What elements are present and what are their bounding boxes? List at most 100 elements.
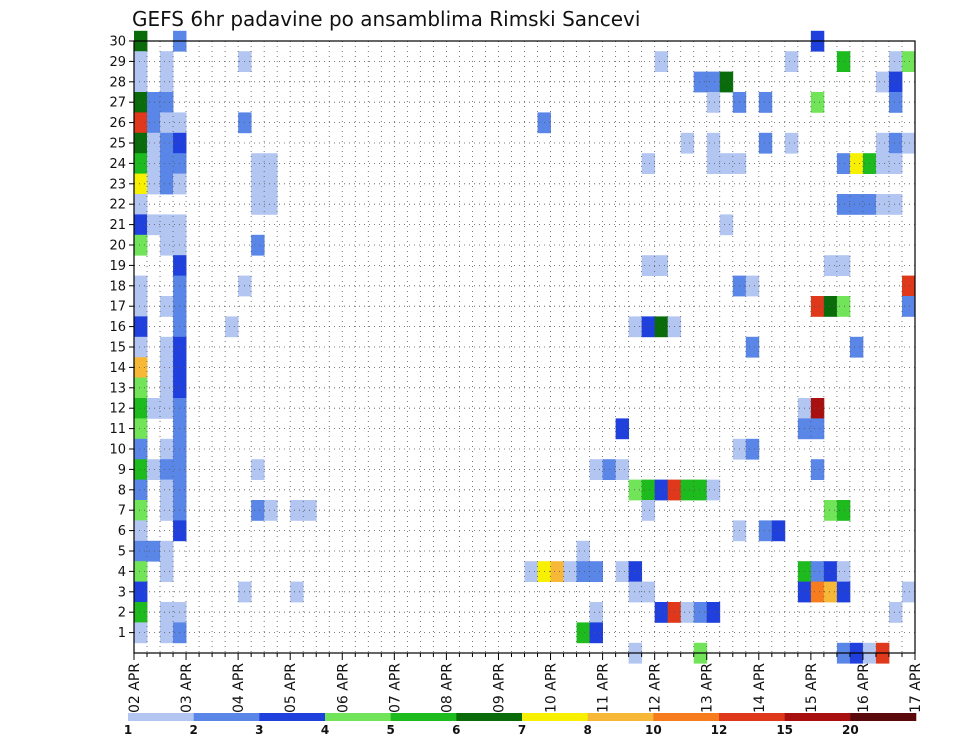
heatmap-cell — [160, 71, 174, 93]
heatmap-cell — [875, 71, 890, 93]
heatmap-cell — [134, 377, 148, 399]
heatmap-cell — [654, 602, 669, 623]
heatmap-cell — [719, 71, 734, 93]
heatmap-cell — [641, 153, 656, 174]
heatmap-cell — [628, 316, 643, 338]
heatmap-cell — [901, 132, 916, 154]
heatmap-cell — [134, 316, 148, 338]
colorbar-swatch — [390, 713, 457, 721]
heatmap-cell — [823, 581, 838, 603]
x-tick-label: 10 APR — [544, 663, 560, 713]
y-tick-label: 23 — [109, 177, 126, 192]
heatmap-cell — [693, 71, 708, 93]
heatmap-cell — [836, 581, 851, 603]
heatmap-cell — [654, 51, 669, 72]
y-tick-label: 5 — [118, 545, 126, 560]
heatmap-cell — [888, 132, 903, 154]
heatmap-cell — [160, 622, 174, 644]
x-tick-label: 05 APR — [283, 663, 299, 713]
x-tick-label: 04 APR — [231, 663, 247, 713]
colorbar-label: 1 — [124, 723, 132, 737]
heatmap-cell — [134, 173, 148, 195]
heatmap-cell — [134, 561, 148, 582]
heatmap-cell — [641, 316, 656, 338]
heatmap-cell — [160, 336, 174, 358]
heatmap-cell — [836, 194, 851, 215]
heatmap-cell — [134, 602, 148, 623]
heatmap-cell — [134, 234, 148, 256]
heatmap-cell — [147, 540, 161, 562]
heatmap-cell — [576, 561, 590, 582]
heatmap-cell — [550, 561, 564, 582]
y-tick-label: 2 — [118, 606, 126, 621]
heatmap-cell — [745, 336, 760, 358]
heatmap-cell — [147, 214, 161, 236]
y-tick-label: 30 — [109, 35, 126, 50]
heatmap-cell — [641, 255, 656, 276]
heatmap-cell — [251, 153, 265, 174]
heatmap-cell — [615, 459, 630, 480]
colorbar-label: 7 — [518, 723, 526, 737]
heatmap-cell — [836, 296, 851, 317]
y-tick-label: 17 — [109, 300, 126, 315]
heatmap-cell — [290, 500, 304, 521]
heatmap-cell — [771, 520, 786, 542]
heatmap-cell — [680, 479, 695, 501]
heatmap-cell — [810, 418, 825, 440]
heatmap-cell — [134, 581, 148, 603]
heatmap-cell — [160, 234, 174, 256]
heatmap-cell — [251, 459, 265, 480]
heatmap-cell — [264, 500, 278, 521]
heatmap-cell — [784, 132, 799, 154]
heatmap-cell — [888, 602, 903, 623]
heatmap-cell — [134, 92, 148, 113]
y-tick-label: 22 — [109, 198, 126, 213]
heatmap-cell — [134, 132, 148, 154]
heatmap-cell — [524, 561, 538, 582]
heatmap-cell — [758, 92, 773, 113]
colorbar-swatch — [128, 713, 194, 721]
heatmap-cell — [719, 214, 734, 236]
colorbar: 1 2 3 4 5 6 7 8 10 12 15 20 — [124, 713, 917, 737]
colorbar-label: 2 — [189, 723, 197, 737]
x-tick-label: 14 APR — [752, 663, 768, 713]
heatmap-cell — [810, 581, 825, 603]
heatmap-cell — [706, 71, 721, 93]
heatmap-cell — [836, 51, 851, 72]
heatmap-cell — [849, 153, 864, 174]
x-tick-label: 17 APR — [908, 663, 924, 713]
y-tick-label: 25 — [109, 137, 126, 152]
heatmap-cell — [251, 173, 265, 195]
colorbar-swatch — [456, 713, 523, 721]
heatmap-cell — [836, 561, 851, 582]
x-tick-label: 13 APR — [700, 663, 716, 713]
heatmap-cell — [615, 418, 630, 440]
colorbar-label: 10 — [645, 723, 662, 737]
y-tick-label: 28 — [109, 75, 126, 90]
heatmap-cell — [901, 51, 916, 72]
heatmap-cell — [134, 71, 148, 93]
colorbar-swatch — [259, 713, 326, 721]
heatmap-cell — [134, 438, 148, 460]
heatmap-cell — [784, 51, 799, 72]
x-tick-label: 15 APR — [804, 663, 820, 713]
heatmap-cell — [134, 275, 148, 297]
heatmap-cell — [160, 398, 174, 419]
colorbar-label: 15 — [776, 723, 793, 737]
chart-title: GEFS 6hr padavine po ansamblima Rimski S… — [132, 7, 640, 31]
grid-lines — [134, 40, 915, 653]
heatmap-cell — [823, 255, 838, 276]
heatmap-cell — [719, 153, 734, 174]
heatmap-cell — [147, 459, 161, 480]
colorbar-swatch — [719, 713, 785, 721]
heatmap-cell — [225, 316, 239, 338]
x-tick-label: 09 APR — [492, 663, 508, 713]
colorbar-swatch — [193, 713, 260, 721]
y-tick-label: 20 — [109, 239, 126, 254]
heatmap-cell — [147, 173, 161, 195]
y-tick-label: 11 — [109, 422, 126, 437]
heatmap-cell — [264, 194, 278, 215]
colorbar-swatch — [850, 713, 917, 721]
heatmap-cell — [810, 398, 825, 419]
heatmap-cell — [836, 500, 851, 521]
